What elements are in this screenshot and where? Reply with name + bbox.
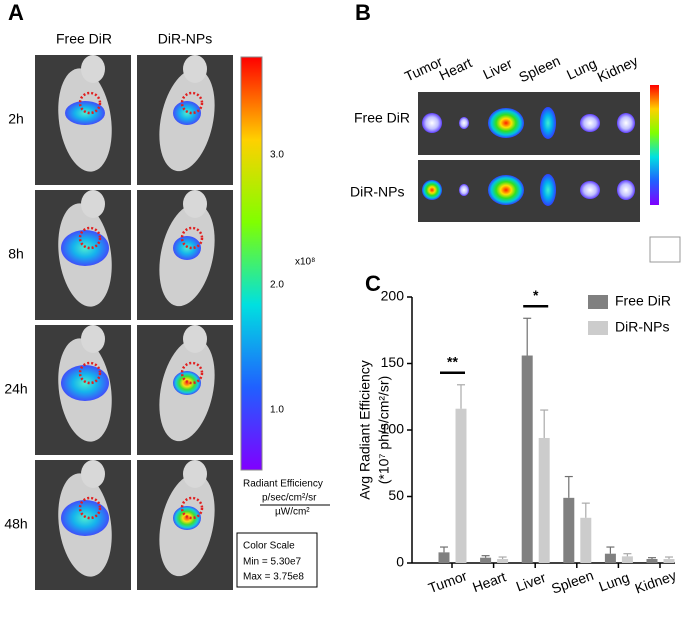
legend-swatch xyxy=(588,321,608,335)
organ xyxy=(459,117,469,129)
bar xyxy=(480,557,492,563)
y-axis-label: (*10⁷ ph/s/cm²/sr) xyxy=(376,376,392,485)
bar xyxy=(604,553,616,563)
organ xyxy=(617,180,635,200)
y-tick-label: 200 xyxy=(381,288,405,304)
y-tick-label: 0 xyxy=(396,554,404,570)
mouse-head xyxy=(183,190,207,218)
tumor-marker xyxy=(180,496,204,520)
column-label: Free DiR xyxy=(56,31,112,47)
x-tick-label: Lung xyxy=(597,569,632,595)
colorbar-tick: 1.0 xyxy=(270,405,284,416)
colorbar-unit: µW/cm² xyxy=(275,507,310,518)
x-tick-label: Heart xyxy=(470,568,508,595)
panel-c: C Avg Radiant Efficiency (*10⁷ ph/s/cm²/… xyxy=(357,271,679,597)
tumor-marker xyxy=(78,226,102,250)
column-label: DiR-NPs xyxy=(158,31,212,47)
legend-label: Free DiR xyxy=(615,293,671,309)
organ xyxy=(422,113,442,133)
organ-image xyxy=(418,160,640,222)
row-label: 8h xyxy=(8,246,24,262)
y-tick-label: 50 xyxy=(388,487,404,503)
row-label: DiR-NPs xyxy=(350,184,404,200)
bar xyxy=(646,559,658,563)
tumor-marker xyxy=(180,91,204,115)
mouse-head xyxy=(183,460,207,488)
bar xyxy=(621,556,633,563)
panel-label: B xyxy=(355,0,371,25)
tumor-marker xyxy=(78,361,102,385)
scale-text: Min = 5.30e7 xyxy=(243,557,302,568)
organ xyxy=(540,174,556,206)
y-tick-label: 100 xyxy=(381,421,405,437)
bar xyxy=(521,355,533,563)
bar xyxy=(455,408,467,563)
significance-label: ** xyxy=(447,353,458,369)
mouse-head xyxy=(81,325,105,353)
organ xyxy=(580,114,600,132)
row-label: 2h xyxy=(8,111,24,127)
bar xyxy=(580,517,592,563)
mouse-head xyxy=(183,55,207,83)
organ-image xyxy=(418,92,640,155)
organ-label: Liver xyxy=(480,55,515,82)
mouse-head xyxy=(81,55,105,83)
significance-label: * xyxy=(533,287,539,303)
bar xyxy=(563,497,575,563)
panel-a: A Free DiR DiR-NPs 2h 8h 24h 48h 3.0 2.0… xyxy=(4,0,330,590)
organ-label: Heart xyxy=(437,54,475,83)
colorbar xyxy=(240,56,263,471)
organ-label: Kidney xyxy=(595,53,641,86)
tumor-marker xyxy=(180,226,204,250)
tumor-marker xyxy=(78,496,102,520)
colorbar-tick: 3.0 xyxy=(270,150,284,161)
colorbar-unit: p/sec/cm²/sr xyxy=(262,493,317,504)
x-tick-label: Kidney xyxy=(633,567,679,597)
organ xyxy=(617,113,635,133)
tumor-marker xyxy=(78,91,102,115)
colorbar xyxy=(650,85,659,205)
legend-label: DiR-NPs xyxy=(615,319,669,335)
y-axis-label: Avg Radiant Efficiency xyxy=(357,360,373,500)
bar xyxy=(497,559,509,563)
mouse-head xyxy=(183,325,207,353)
legend-swatch xyxy=(588,295,608,309)
colorbar-multiplier: x10⁸ xyxy=(295,257,315,268)
row-label: Free DiR xyxy=(354,110,410,126)
mouse-head xyxy=(81,190,105,218)
organ xyxy=(488,108,524,138)
scale-text: Max = 3.75e8 xyxy=(243,572,304,583)
organ xyxy=(459,184,469,196)
row-label: 24h xyxy=(4,381,27,397)
organ xyxy=(422,180,442,200)
colorbar-tick: 2.0 xyxy=(270,280,284,291)
bar xyxy=(538,437,550,563)
scale-box xyxy=(649,236,681,263)
bar xyxy=(438,552,450,563)
organ-label: Lung xyxy=(564,55,599,83)
bar xyxy=(663,559,675,563)
x-tick-label: Liver xyxy=(514,569,548,595)
panel-label: A xyxy=(8,0,24,25)
organ xyxy=(540,107,556,139)
mouse-head xyxy=(81,460,105,488)
scale-text: Color Scale xyxy=(243,541,295,552)
tumor-marker xyxy=(180,361,204,385)
x-tick-label: Spleen xyxy=(549,567,595,597)
row-label: 48h xyxy=(4,516,27,532)
colorbar-title: Radiant Efficiency xyxy=(243,479,323,490)
organ xyxy=(488,175,524,205)
organ-label: Spleen xyxy=(516,52,562,85)
y-tick-label: 150 xyxy=(381,354,405,370)
organ xyxy=(580,181,600,199)
panel-label: C xyxy=(365,271,381,296)
x-tick-label: Tumor xyxy=(426,567,469,596)
scale-box xyxy=(236,532,318,588)
